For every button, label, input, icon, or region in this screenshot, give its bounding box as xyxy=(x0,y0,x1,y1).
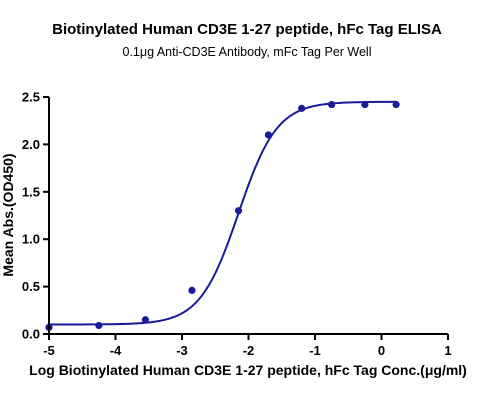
plot-area xyxy=(45,100,400,331)
x-tick-label: -5 xyxy=(43,343,55,358)
y-tick-label: 0.5 xyxy=(22,279,40,294)
data-point xyxy=(234,207,243,215)
x-tick-label: -2 xyxy=(243,343,255,358)
chart-subtitle: 0.1μg Anti-CD3E Antibody, mFc Tag Per We… xyxy=(123,45,372,59)
x-tick-label: 0 xyxy=(378,343,385,358)
fit-curve xyxy=(49,100,397,326)
y-tick-label: 2.0 xyxy=(22,137,40,152)
x-tick-label: -4 xyxy=(110,343,122,358)
y-axis-label: Mean Abs.(OD450) xyxy=(0,153,16,276)
data-point xyxy=(298,104,306,112)
data-point xyxy=(361,100,369,109)
x-tick-label: -3 xyxy=(176,343,188,358)
data-point xyxy=(188,286,196,294)
chart-title: Biotinylated Human CD3E 1-27 peptide, hF… xyxy=(52,21,442,38)
data-point xyxy=(264,131,273,139)
y-tick-label: 0.0 xyxy=(22,327,40,342)
data-point xyxy=(392,100,400,109)
data-point xyxy=(141,316,150,324)
x-tick-label: 1 xyxy=(444,343,451,358)
data-point xyxy=(328,100,336,109)
x-ticks: -5 -4 -3 -2 -1 0 1 xyxy=(43,334,452,358)
y-tick-label: 1.0 xyxy=(22,232,40,247)
y-tick-label: 2.5 xyxy=(22,90,40,105)
x-axis-label: Log Biotinylated Human CD3E 1-27 peptide… xyxy=(29,362,467,378)
data-point xyxy=(95,321,103,330)
x-tick-label: -1 xyxy=(309,343,321,358)
y-ticks: 0.0 0.5 1.0 1.5 2.0 2.5 xyxy=(22,90,49,342)
y-tick-label: 1.5 xyxy=(22,184,40,199)
